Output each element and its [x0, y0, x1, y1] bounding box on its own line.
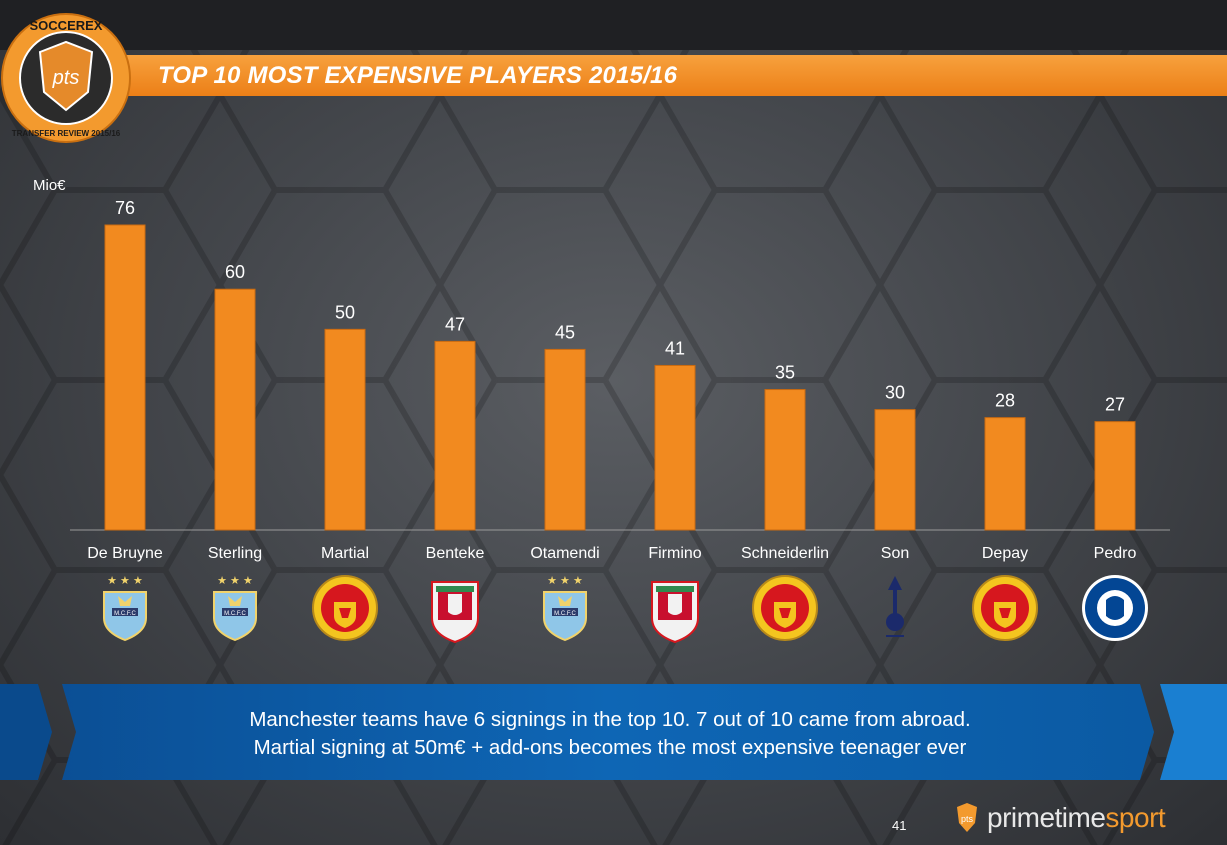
manchester-united-crest-icon — [970, 572, 1040, 644]
bar-schneiderlin — [764, 389, 806, 531]
manchester-city-crest-icon: M.C.F.C ★ ★ ★ — [90, 572, 160, 644]
liverpool-crest-icon — [420, 572, 490, 644]
category-label: Otamendi — [530, 545, 599, 562]
slide-title: TOP 10 MOST EXPENSIVE PLAYERS 2015/16 — [158, 62, 678, 89]
category-label: Depay — [982, 545, 1028, 562]
bar-martial — [324, 328, 366, 531]
category-label: Pedro — [1094, 545, 1137, 562]
category-label: De Bruyne — [87, 545, 163, 562]
category-label: Benteke — [426, 545, 485, 562]
data-label: 47 — [445, 314, 465, 334]
manchester-united-crest-icon — [310, 572, 380, 644]
summary-text: Manchester teams have 6 signings in the … — [70, 706, 1150, 762]
bar-otamendi — [544, 348, 586, 531]
svg-text:★ ★ ★: ★ ★ ★ — [107, 575, 143, 587]
logo-top-text: SOCCEREX — [30, 18, 103, 33]
bar-pedro — [1094, 421, 1136, 531]
data-label: 28 — [995, 391, 1015, 411]
svg-text:★ ★ ★: ★ ★ ★ — [547, 575, 583, 587]
manchester-united-crest-icon — [750, 572, 820, 644]
data-label: 41 — [665, 338, 685, 358]
category-label: Martial — [321, 545, 369, 562]
summary-banner — [0, 684, 1227, 780]
logo-bottom-text: TRANSFER REVIEW 2015/16 — [12, 129, 121, 138]
bar-de-bruyne — [104, 224, 146, 531]
brand-name-suffix: sport — [1105, 802, 1166, 833]
bar-son — [874, 409, 916, 531]
soccerex-logo: pts SOCCEREX TRANSFER REVIEW 2015/16 — [0, 12, 132, 144]
svg-text:pts: pts — [961, 814, 974, 824]
bar-sterling — [214, 288, 256, 531]
summary-line-2: Martial signing at 50m€ + add-ons become… — [253, 736, 967, 759]
tottenham-crest-icon — [860, 572, 930, 644]
chelsea-crest-icon — [1080, 572, 1150, 644]
svg-text:M.C.F.C: M.C.F.C — [224, 611, 246, 617]
category-label: Schneiderlin — [741, 545, 829, 562]
data-label: 35 — [775, 363, 795, 383]
bar-depay — [984, 417, 1026, 531]
bar-firmino — [654, 364, 696, 531]
data-label: 60 — [225, 262, 245, 282]
y-axis-label: Mio€ — [33, 177, 66, 194]
svg-text:★ ★ ★: ★ ★ ★ — [217, 575, 253, 587]
manchester-city-crest-icon: M.C.F.C ★ ★ ★ — [200, 572, 270, 644]
brand-name-prefix: primetime — [987, 802, 1106, 833]
category-label: Sterling — [208, 545, 262, 562]
bar-benteke — [434, 340, 476, 531]
data-label: 45 — [555, 322, 575, 342]
svg-text:M.C.F.C: M.C.F.C — [554, 611, 576, 617]
data-label: 50 — [335, 302, 355, 322]
primetime-sport-logo: pts primetimesport — [955, 802, 1166, 834]
data-label: 30 — [885, 383, 905, 403]
category-label: Son — [881, 545, 909, 562]
page-number: 41 — [892, 818, 907, 833]
top-bar — [0, 0, 1227, 50]
data-label: 27 — [1105, 395, 1125, 415]
category-label: Firmino — [648, 545, 701, 562]
logo-center-text: pts — [52, 67, 80, 89]
title-band — [60, 55, 1227, 96]
liverpool-crest-icon — [640, 572, 710, 644]
svg-text:M.C.F.C: M.C.F.C — [114, 611, 136, 617]
manchester-city-crest-icon: M.C.F.C ★ ★ ★ — [530, 572, 600, 644]
pts-shield-icon: pts — [957, 803, 977, 832]
summary-line-1: Manchester teams have 6 signings in the … — [249, 708, 971, 731]
data-label: 76 — [115, 198, 135, 218]
